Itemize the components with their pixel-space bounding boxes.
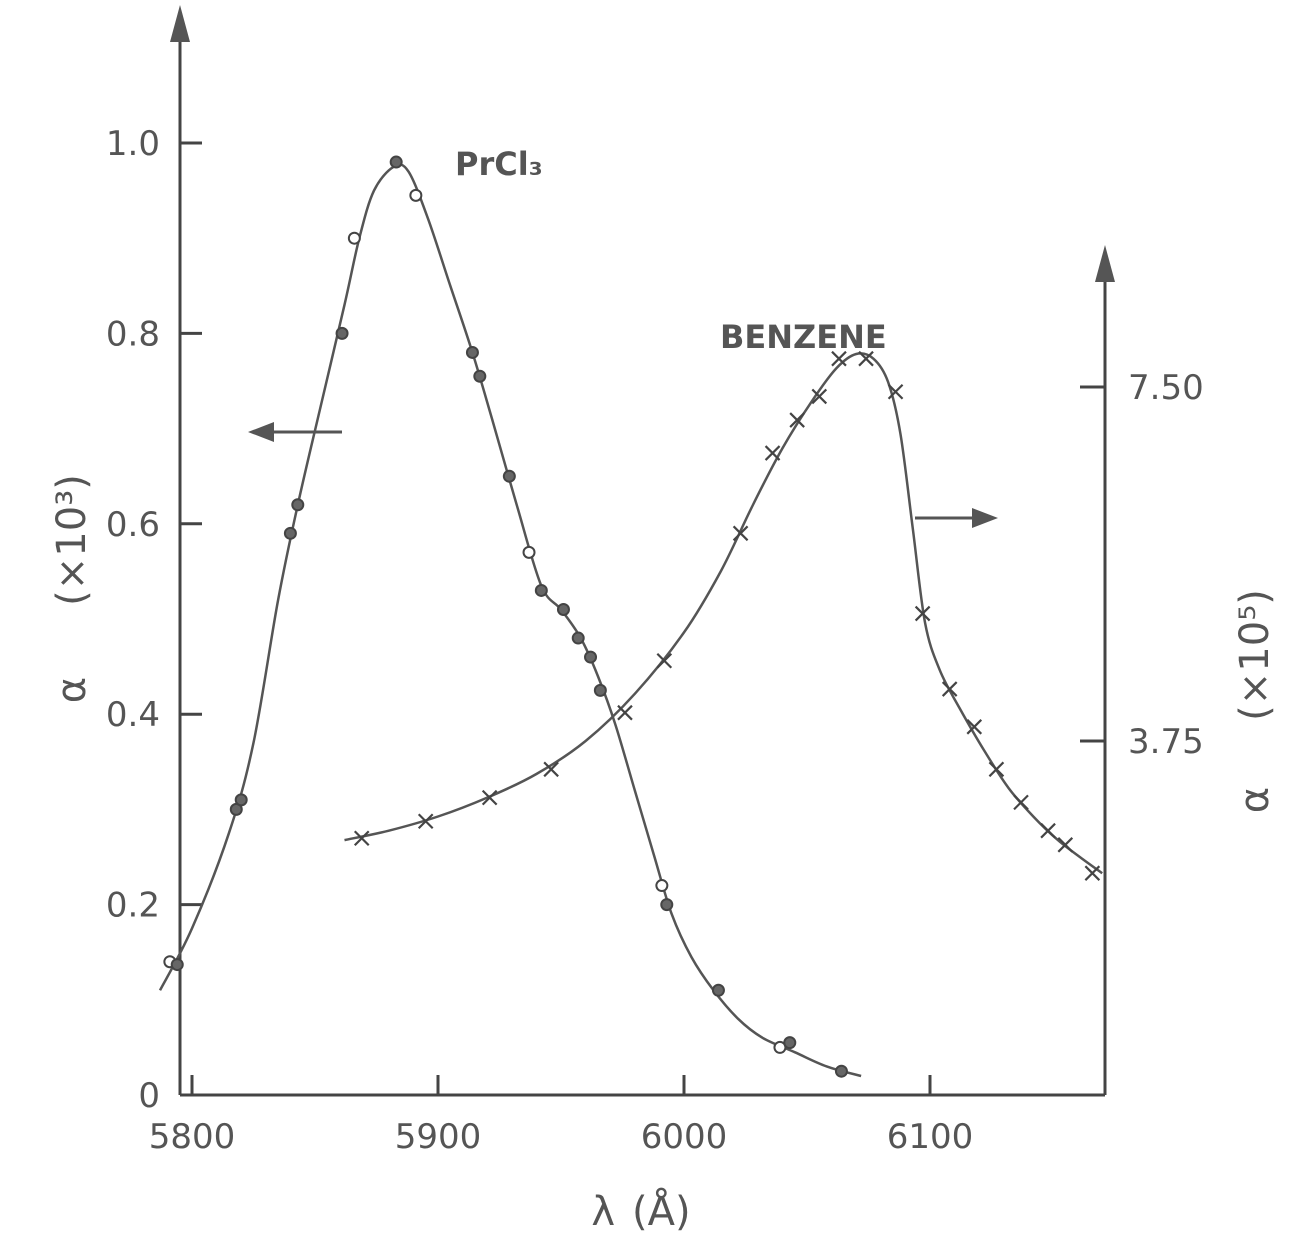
data-point-prcl3 bbox=[465, 345, 479, 359]
x-tick-label: 6100 bbox=[887, 1117, 974, 1157]
data-point-benzene bbox=[914, 605, 931, 622]
data-point-prcl3 bbox=[655, 879, 669, 893]
data-point-prcl3 bbox=[556, 602, 570, 616]
data-point-benzene bbox=[1040, 822, 1056, 839]
data-point-benzene bbox=[417, 813, 434, 830]
right-y-axis-label-symbol: α bbox=[1232, 787, 1278, 813]
data-point-prcl3 bbox=[170, 958, 184, 972]
left-y-tick-label: 0.6 bbox=[106, 505, 160, 545]
curves bbox=[158, 163, 1103, 1078]
x-tick-label: 5900 bbox=[395, 1117, 482, 1157]
axes bbox=[170, 5, 1115, 1097]
left-y-tick-label: 0.2 bbox=[106, 886, 160, 926]
axis-labels: λ (Å) α (×10³) α (×10⁵) bbox=[49, 474, 1278, 1234]
x-axis-label-symbol: λ bbox=[591, 1189, 615, 1234]
data-point-benzene bbox=[789, 412, 805, 428]
data-point-benzene bbox=[732, 525, 749, 542]
x-tick-label: 6000 bbox=[641, 1117, 728, 1157]
x-tick-label: 5800 bbox=[149, 1117, 236, 1157]
data-points bbox=[163, 155, 1101, 1078]
data-point-benzene bbox=[656, 652, 673, 669]
data-point-prcl3 bbox=[473, 369, 487, 383]
data-point-benzene bbox=[543, 761, 559, 778]
left-y-axis-label-scale: (×10³) bbox=[49, 474, 95, 606]
left-y-tick-label: 0 bbox=[138, 1076, 160, 1116]
data-point-prcl3 bbox=[335, 326, 349, 340]
right-y-ticks: 3.75 7.50 bbox=[1080, 368, 1204, 762]
series-label-prcl3: PrCl₃ bbox=[455, 145, 543, 183]
data-point-benzene bbox=[887, 383, 904, 400]
data-point-prcl3 bbox=[660, 898, 674, 912]
data-point-prcl3 bbox=[291, 498, 305, 512]
data-point-prcl3 bbox=[571, 631, 585, 645]
left-y-axis-arrow-icon bbox=[170, 5, 190, 42]
left-y-tick-label: 1.0 bbox=[106, 124, 160, 164]
data-point-benzene bbox=[617, 704, 633, 721]
data-point-prcl3 bbox=[534, 583, 548, 597]
data-point-benzene bbox=[988, 761, 1005, 778]
right-axis-pointer-arrow-icon bbox=[915, 508, 998, 528]
data-point-benzene bbox=[1013, 794, 1029, 811]
data-point-benzene bbox=[941, 681, 958, 697]
data-point-prcl3 bbox=[234, 793, 248, 807]
left-y-ticks: 0 0.2 0.4 0.6 0.8 1.0 bbox=[106, 124, 202, 1116]
data-point-prcl3 bbox=[409, 188, 423, 202]
right-y-tick-label: 7.50 bbox=[1128, 368, 1204, 408]
x-ticks: 5800 5900 6000 6100 bbox=[149, 1075, 974, 1157]
data-point-prcl3 bbox=[834, 1064, 848, 1078]
data-point-prcl3 bbox=[584, 650, 598, 664]
data-point-prcl3 bbox=[593, 683, 607, 697]
series-curve-benzene bbox=[344, 352, 1103, 875]
data-point-benzene bbox=[858, 350, 874, 367]
data-point-benzene bbox=[764, 445, 781, 461]
data-point-prcl3 bbox=[502, 469, 516, 483]
left-y-tick-label: 0.4 bbox=[106, 695, 160, 735]
data-point-prcl3 bbox=[711, 983, 725, 997]
x-axis-label-unit: (Å) bbox=[632, 1187, 691, 1234]
data-point-benzene bbox=[1057, 837, 1074, 853]
data-point-prcl3 bbox=[783, 1036, 797, 1050]
right-y-axis-label-scale: (×10⁵) bbox=[1232, 589, 1278, 721]
left-axis-pointer-arrow-icon bbox=[248, 422, 342, 442]
left-y-tick-label: 0.8 bbox=[106, 314, 160, 354]
left-y-axis-label-symbol: α bbox=[49, 677, 95, 703]
series-annotations: PrCl₃ BENZENE bbox=[248, 145, 998, 528]
data-point-benzene bbox=[966, 719, 983, 735]
series-label-benzene: BENZENE bbox=[720, 318, 887, 356]
data-point-benzene bbox=[353, 830, 370, 847]
right-y-axis-arrow-icon bbox=[1095, 245, 1115, 282]
data-point-benzene bbox=[481, 789, 498, 806]
data-point-prcl3 bbox=[347, 231, 361, 245]
right-y-tick-label: 3.75 bbox=[1128, 722, 1204, 762]
series-curve-prcl3 bbox=[158, 163, 862, 1078]
data-point-prcl3 bbox=[389, 155, 403, 169]
data-point-benzene bbox=[831, 350, 847, 367]
data-point-prcl3 bbox=[283, 526, 297, 540]
data-point-prcl3 bbox=[522, 545, 536, 559]
data-point-benzene bbox=[811, 388, 828, 405]
data-point-benzene bbox=[1084, 865, 1101, 881]
